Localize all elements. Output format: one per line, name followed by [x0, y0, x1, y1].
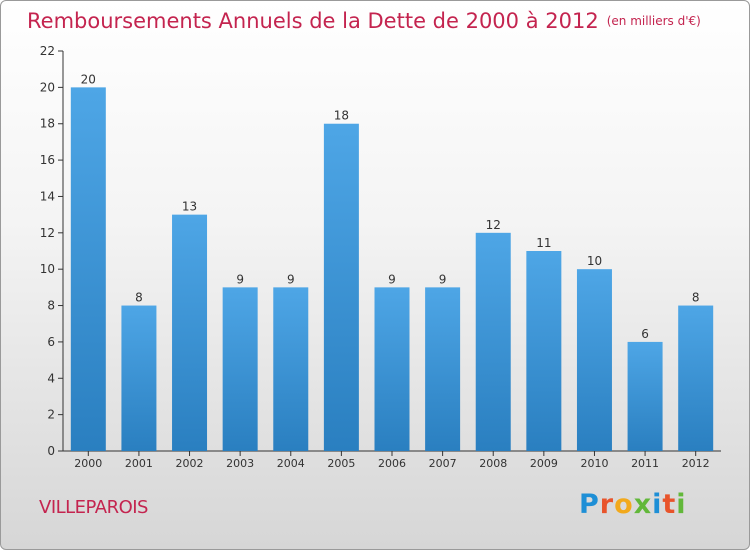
logo-letter: t	[662, 489, 677, 520]
chart-axes: 0 2 4 6 8 10 12 14 16 18 20 22 2000 2001 2002 2003 2004 2…	[40, 44, 721, 470]
y-tick-label: 6	[47, 335, 55, 349]
y-tick-label: 14	[40, 189, 55, 203]
logo-letter: x	[633, 489, 653, 520]
bar-value-label: 10	[587, 254, 602, 268]
bar[interactable]	[273, 287, 309, 451]
logo-letter: o	[614, 489, 634, 520]
x-tick-label: 2011	[631, 457, 659, 470]
logo-letter: r	[599, 489, 615, 520]
bar-value-label: 9	[287, 272, 295, 286]
bar[interactable]	[323, 123, 359, 452]
logo-letter: i	[676, 489, 687, 520]
x-tick-label: 2005	[327, 457, 355, 470]
bar[interactable]	[627, 341, 663, 451]
bar-value-label: 8	[692, 291, 700, 305]
bar[interactable]	[172, 214, 208, 451]
x-tick-label: 2010	[580, 457, 608, 470]
bar-value-label: 8	[135, 291, 143, 305]
bar-value-label: 18	[334, 109, 349, 123]
bar[interactable]	[526, 251, 562, 451]
y-tick-label: 20	[40, 80, 55, 94]
proxiti-logo[interactable]: Proxiti	[579, 489, 687, 520]
bar-value-label: 13	[182, 200, 197, 214]
x-tick-label: 2012	[682, 457, 710, 470]
city-name: VILLEPAROIS	[39, 497, 148, 518]
bar-value-label: 9	[236, 272, 244, 286]
x-tick-label: 2004	[277, 457, 305, 470]
bar[interactable]	[222, 287, 258, 451]
y-tick-label: 4	[47, 371, 55, 385]
x-tick-label: 2008	[479, 457, 507, 470]
bar[interactable]	[70, 87, 106, 451]
y-tick-label: 16	[40, 153, 55, 167]
bar-value-label: 9	[439, 272, 447, 286]
y-tick-label: 22	[40, 44, 55, 58]
x-tick-label: 2001	[125, 457, 153, 470]
x-tick-label: 2000	[74, 457, 102, 470]
logo-letter: P	[579, 489, 600, 520]
chart-bars: 20 8 13 9 9 18 9 9 12 11 10 6 8	[70, 72, 714, 452]
bar[interactable]	[678, 305, 714, 451]
y-tick-label: 10	[40, 262, 55, 276]
y-tick-label: 8	[47, 299, 55, 313]
y-tick-label: 2	[47, 408, 55, 422]
bar-value-label: 20	[81, 72, 96, 86]
bar[interactable]	[425, 287, 461, 451]
bar-value-label: 11	[536, 236, 551, 250]
y-tick-label: 18	[40, 117, 55, 131]
x-tick-label: 2006	[378, 457, 406, 470]
x-tick-label: 2007	[429, 457, 457, 470]
chart-unit: (en milliers d'€)	[606, 14, 701, 28]
x-tick-label: 2002	[176, 457, 204, 470]
bar[interactable]	[374, 287, 410, 451]
bar[interactable]	[475, 232, 511, 451]
title-text: Remboursements Annuels de la Dette de 20…	[27, 9, 599, 33]
x-tick-label: 2009	[530, 457, 558, 470]
y-tick-label: 12	[40, 226, 55, 240]
bar-value-label: 12	[486, 218, 501, 232]
y-tick-label: 0	[47, 444, 55, 458]
bar[interactable]	[576, 269, 612, 451]
bar-value-label: 6	[641, 327, 649, 341]
x-tick-label: 2003	[226, 457, 254, 470]
chart-title: Remboursements Annuels de la Dette de 20…	[27, 9, 701, 33]
logo-letter: i	[652, 489, 663, 520]
bar[interactable]	[121, 305, 157, 451]
bar-value-label: 9	[388, 272, 396, 286]
